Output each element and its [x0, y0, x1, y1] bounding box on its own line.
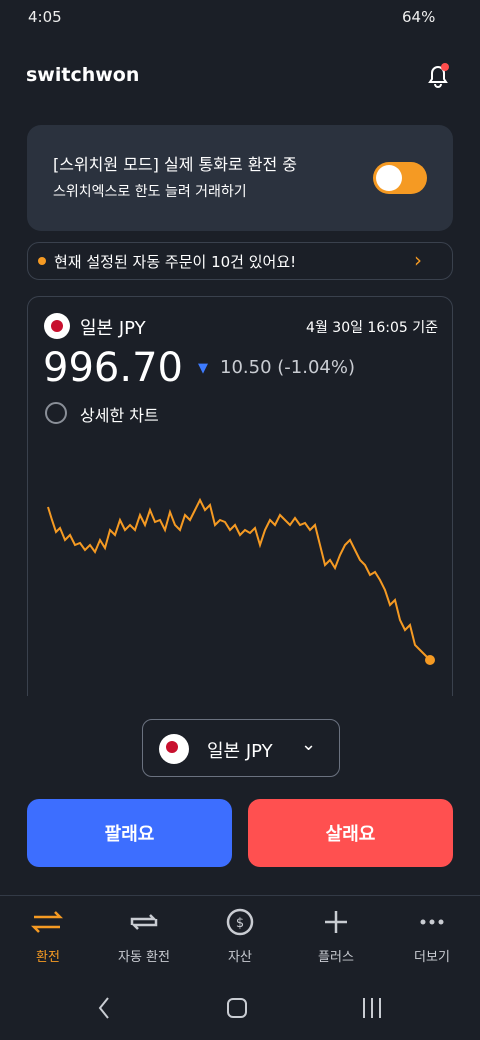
notice-bar[interactable]: 현재 설정된 자동 주문이 10건 있어요! › [27, 242, 453, 280]
nav-item[interactable]: 더보기 [414, 950, 450, 965]
mode-toggle[interactable] [373, 162, 427, 194]
banner-link[interactable]: 스위치엑스로 한도 늘려 거래하기 [53, 184, 247, 200]
svg-text:$: $ [236, 916, 244, 931]
detail-option[interactable]: 상세한 차트 [80, 406, 159, 425]
status-time: 4:05 [28, 8, 62, 26]
rate-change: 10.50 (-1.04%) [220, 357, 355, 378]
notice-text: 현재 설정된 자동 주문이 10건 있어요! [54, 253, 297, 271]
notification-bell[interactable] [424, 60, 454, 90]
rate-card: 일본 JPY 4월 30일 16:05 기준 996.70 ▼ 10.50 (-… [27, 296, 453, 717]
status-battery: 64% [402, 8, 436, 26]
buy-button[interactable]: 살래요 [248, 799, 453, 867]
radio[interactable] [45, 402, 67, 424]
currency-selector[interactable]: 일본 JPY ⌄ [142, 719, 340, 777]
system-nav [98, 997, 381, 1019]
nav-item[interactable]: 환전 [36, 950, 60, 965]
app-title: switchwon [26, 64, 140, 86]
selector-label: 일본 JPY [207, 741, 273, 762]
banner-title: [스위치원 모드] 실제 통화로 환전 중 [53, 155, 297, 174]
rate-timestamp: 4월 30일 16:05 기준 [306, 320, 438, 336]
currency-name: 일본 JPY [80, 318, 146, 339]
sell-button[interactable]: 팔래요 [27, 799, 232, 867]
nav-divider [0, 895, 480, 896]
nav-item[interactable]: 자동 환전 [118, 950, 170, 965]
jp-flag [44, 313, 70, 339]
rate-sparkline [47, 497, 435, 665]
nav-item[interactable]: 자산 [228, 950, 252, 965]
rate-value: 996.70 [43, 345, 183, 391]
nav-icons: $ [30, 908, 444, 936]
nav-item[interactable]: 플러스 [318, 950, 354, 965]
